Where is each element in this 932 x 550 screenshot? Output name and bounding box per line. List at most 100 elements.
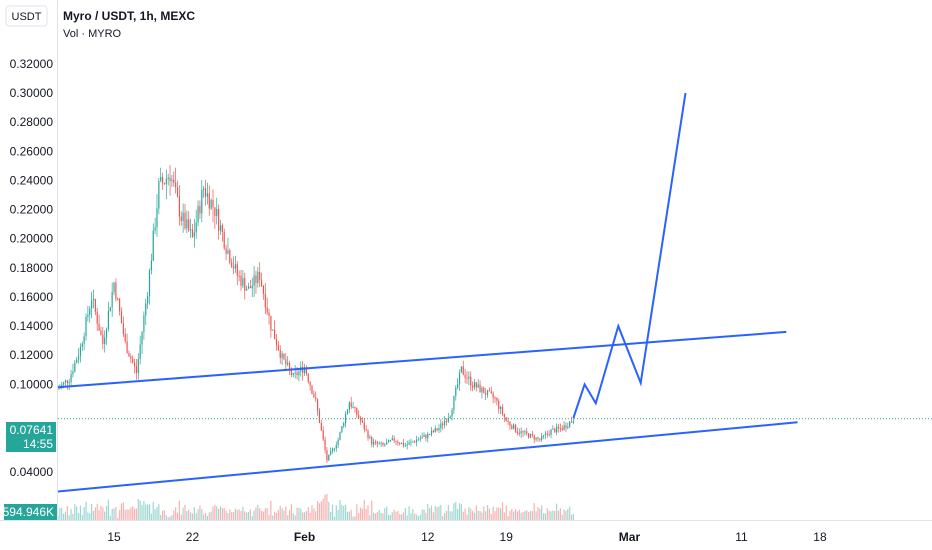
candle-body: [473, 382, 476, 388]
candle-body: [139, 344, 141, 359]
candle-body: [201, 189, 203, 214]
volume-bar: [74, 503, 76, 520]
candle-body: [516, 431, 519, 433]
candle-body: [556, 426, 558, 433]
volume-bar: [557, 510, 560, 520]
volume-bar: [406, 515, 408, 520]
trendline-upper[interactable]: [57, 330, 787, 389]
candle-body: [272, 329, 274, 331]
candle-body: [451, 409, 453, 417]
volume-bar: [77, 513, 80, 520]
volume-bar: [105, 505, 108, 520]
candle-body: [535, 437, 537, 440]
candle-body: [548, 434, 550, 436]
volume-bar: [139, 500, 141, 520]
volume-bar: [193, 507, 195, 520]
volume-bar: [503, 512, 505, 520]
volume-bar: [208, 512, 210, 520]
candle-body: [148, 270, 151, 297]
candle-body: [262, 285, 265, 294]
volume-bar: [305, 511, 307, 520]
candle-body: [77, 355, 80, 360]
candle-body: [143, 315, 145, 332]
candle-body: [455, 387, 457, 396]
volume-bar: [188, 509, 190, 520]
volume-badge-value: 594.946K: [3, 505, 54, 519]
candle-body: [59, 387, 61, 389]
volume-bar: [219, 506, 222, 520]
volume-bar: [481, 512, 483, 520]
volume-bar: [335, 505, 337, 520]
candle-body: [457, 384, 459, 388]
volume-bar: [180, 514, 182, 520]
candle-body: [374, 441, 377, 443]
candle-body: [341, 426, 343, 433]
time-axis[interactable]: 15 22 Feb 12 19 Mar 11 18: [107, 530, 827, 544]
candle-body: [570, 421, 573, 423]
volume-bar: [526, 510, 528, 520]
candle-body: [268, 312, 270, 316]
candle-body: [242, 278, 244, 286]
volume-bar: [130, 507, 132, 520]
volume-bar: [231, 511, 233, 520]
candle-body: [449, 416, 451, 419]
candle-body: [330, 451, 332, 455]
volume-bar: [274, 511, 276, 520]
volume-bar: [352, 516, 354, 520]
candle-body: [98, 323, 100, 331]
volume-bar: [423, 509, 425, 520]
candle-body: [158, 180, 160, 209]
volume-bar: [87, 512, 89, 520]
candle-body: [128, 353, 130, 357]
candle-body: [559, 428, 561, 430]
trendlines[interactable]: [57, 330, 798, 493]
candle-body: [496, 397, 498, 401]
candle-body: [152, 230, 154, 261]
volume-bar: [70, 509, 72, 520]
trendline-lower[interactable]: [57, 421, 798, 493]
volume-bar: [120, 503, 123, 520]
candle-body: [109, 307, 111, 311]
candle-body: [468, 376, 470, 379]
candle-body: [423, 434, 425, 437]
candle-body: [206, 193, 209, 197]
candle-body: [212, 199, 214, 208]
x-tick-label: 12: [421, 530, 435, 544]
y-tick-label: 0.32000: [10, 57, 54, 71]
candle-body: [537, 437, 539, 439]
volume-bar: [133, 508, 136, 520]
x-tick-label: 19: [500, 530, 514, 544]
volume-bar: [227, 513, 229, 520]
volume-bar: [477, 510, 479, 520]
volume-bar: [242, 507, 244, 520]
candle-body: [189, 229, 192, 231]
currency-badge[interactable]: [5, 5, 48, 27]
volume-bar: [412, 509, 414, 520]
volume-bar: [313, 508, 315, 520]
volume-indicator-label[interactable]: Vol · MYRO: [63, 28, 122, 40]
y-tick-label: 0.14000: [10, 319, 54, 333]
volume-bar: [363, 500, 365, 520]
volume-bar: [150, 513, 152, 520]
candle-body: [352, 407, 354, 409]
projection-path[interactable]: [572, 92, 687, 419]
y-tick-label: 0.30000: [10, 86, 54, 100]
volume-bar: [315, 511, 317, 520]
candle-body: [442, 423, 444, 425]
candle-body: [316, 399, 319, 411]
volume-bar: [85, 501, 87, 520]
volume-bar: [513, 511, 515, 520]
volume-bar: [492, 506, 494, 520]
candle-body: [81, 343, 83, 347]
volume-bar: [430, 505, 433, 520]
volume-bar: [92, 510, 95, 520]
volume-bar: [546, 508, 548, 520]
candle-body: [307, 374, 309, 382]
volume-bar: [175, 507, 177, 520]
candle-body: [309, 381, 311, 386]
candle-body: [486, 390, 489, 395]
candle-body: [477, 384, 479, 388]
volume-bar: [63, 513, 65, 520]
candle-body: [244, 278, 246, 291]
